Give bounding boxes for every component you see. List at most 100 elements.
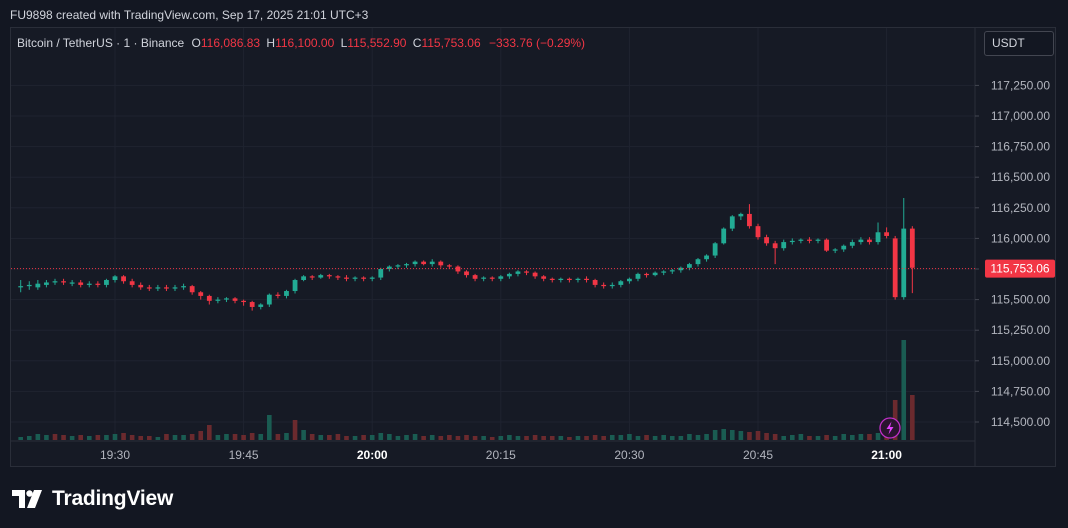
candle [472, 273, 478, 282]
candle-body [532, 272, 538, 277]
candle-body [146, 287, 152, 289]
candle-body [609, 284, 615, 287]
candle-body [721, 228, 727, 244]
volume-bar [155, 437, 161, 440]
candle-body [901, 228, 907, 298]
volume-bar [695, 435, 701, 440]
volume-bar [241, 435, 246, 440]
volume-bar [910, 395, 915, 440]
candle-body [687, 264, 692, 268]
volume-bar [584, 436, 589, 440]
volume-bar [789, 435, 795, 440]
volume-bar [369, 435, 375, 440]
volume-bar [455, 436, 461, 440]
tradingview-logo[interactable]: TradingView [12, 487, 173, 511]
candle [369, 276, 375, 282]
candle [464, 270, 469, 278]
candle-body [249, 302, 255, 307]
candle-body [258, 304, 264, 307]
candle [695, 257, 701, 267]
candle [747, 204, 752, 229]
volume-bar [207, 425, 212, 440]
volume-bar [661, 435, 666, 440]
candle-body [807, 239, 812, 241]
time-tick-label: 20:30 [614, 448, 644, 462]
volume-bar [112, 434, 118, 440]
volume-bar [549, 436, 555, 440]
volume-bar [361, 435, 366, 440]
candle-body [884, 232, 889, 236]
volume-bar [815, 436, 821, 440]
candle-body [69, 282, 75, 284]
candle-body [35, 283, 41, 288]
grid-lines [11, 28, 975, 441]
candle-body [198, 292, 204, 296]
volume-bar [61, 435, 66, 440]
close-value: 115,753.06 [421, 36, 481, 50]
price-tick-label: 116,500.00 [991, 170, 1050, 184]
candle-body [172, 287, 178, 289]
volume-bar [764, 433, 769, 440]
volume-bar [267, 415, 272, 440]
candle-body [832, 249, 838, 251]
candle-body [189, 286, 195, 293]
candle-body [781, 242, 787, 249]
volume-bar [850, 435, 855, 440]
candle [69, 280, 75, 287]
candle [481, 276, 487, 282]
candle [404, 262, 409, 268]
candle [215, 297, 221, 304]
volume-bar [515, 436, 521, 440]
candle [241, 299, 246, 306]
volume-bar [395, 436, 401, 440]
volume-bar [738, 431, 744, 440]
volume-bar [687, 434, 692, 440]
candle-body [464, 271, 469, 276]
volume-bar [489, 437, 495, 440]
volume-bar [618, 435, 624, 440]
volume-bar [747, 432, 752, 440]
candle-body [824, 239, 829, 251]
candle [249, 300, 255, 311]
candle [558, 277, 564, 283]
candle [309, 275, 315, 281]
price-tick-label: 116,250.00 [991, 201, 1050, 215]
candle-body [301, 276, 307, 281]
price-tick-label: 117,250.00 [991, 78, 1050, 92]
candle-body [558, 278, 564, 281]
volume-bar [798, 434, 804, 440]
flash-icon[interactable] [879, 417, 901, 439]
candle-body [627, 278, 632, 282]
candle-body [481, 277, 487, 279]
candle [824, 238, 829, 252]
volume-bar [378, 433, 384, 440]
candle [532, 271, 538, 279]
chart-panel[interactable] [10, 27, 1056, 467]
candle [35, 280, 41, 290]
volume-bar [52, 434, 58, 440]
tradingview-logo-icon [12, 490, 42, 508]
candle [798, 238, 804, 244]
candle [26, 281, 32, 290]
candle [815, 238, 821, 244]
volume-bar [781, 436, 787, 440]
volume-bar [189, 434, 195, 440]
currency-selector[interactable]: USDT [984, 31, 1054, 56]
candle-body [44, 282, 49, 285]
volume-bar [807, 436, 812, 440]
volume-bar [78, 435, 84, 440]
candle-body [284, 291, 289, 296]
candle [678, 266, 684, 273]
candle-body [875, 232, 881, 243]
candle [412, 260, 418, 267]
volume-bar [712, 430, 718, 440]
candle [892, 235, 898, 300]
candle-body [506, 273, 512, 277]
candle [867, 237, 872, 245]
candle-body [206, 295, 212, 301]
candle-body [129, 281, 135, 285]
candle [635, 272, 641, 282]
volume-bar [867, 434, 872, 440]
volume-bar [26, 436, 32, 440]
